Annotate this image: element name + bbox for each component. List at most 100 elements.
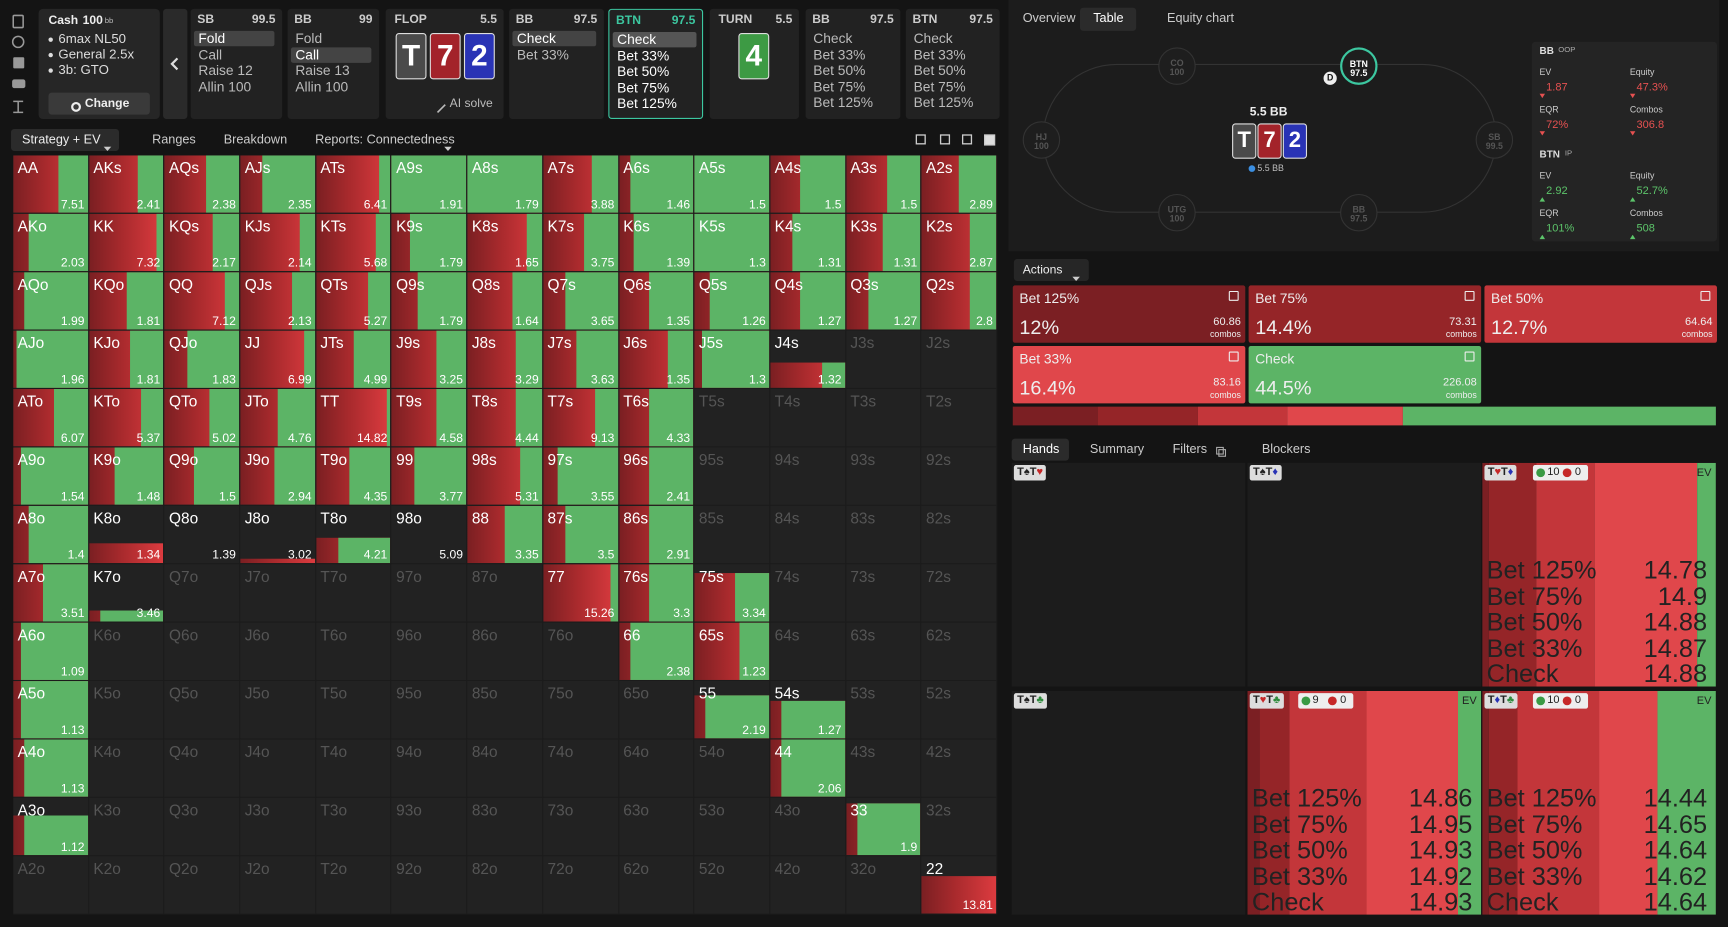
hand-cell[interactable]: 3.55 97s [543, 447, 618, 505]
action-option[interactable]: Raise 13 [291, 63, 371, 78]
hand-cell[interactable]: 2.13 QJs [240, 272, 315, 330]
ai-solve[interactable]: AI solve [449, 96, 493, 111]
hand-cell[interactable]: K6o [88, 622, 164, 680]
hand-cell[interactable]: 3.25 J9s [391, 330, 467, 388]
hand-cell[interactable]: 1.39 K6s [618, 213, 694, 272]
strategy-tab[interactable]: Ranges [141, 129, 196, 151]
action-option[interactable]: Bet 125% [909, 95, 992, 110]
hand-cell[interactable]: 13.81 22 [921, 856, 997, 914]
action-card[interactable]: Check 44.5% 226.08 combos [1248, 346, 1482, 404]
hand-cell[interactable]: 4.35 T9o [316, 447, 391, 505]
hand-cell[interactable]: 5.02 QTo [164, 389, 240, 447]
hand-cell[interactable]: 93s [845, 447, 921, 505]
street-column[interactable]: BTN 97.5 Check Bet 33% Bet 50% Bet 75% Bet 125… [905, 8, 1000, 120]
hand-cell[interactable]: 2.38 66 [618, 622, 694, 680]
hand-cell[interactable]: 52s [921, 681, 997, 739]
hand-cell[interactable]: 2.89 A2s [921, 155, 997, 213]
hand-cell[interactable]: 9.13 T7s [543, 389, 618, 447]
hand-cell[interactable]: 3.65 Q7s [543, 272, 618, 330]
hand-cell[interactable]: 1.39 Q8o [164, 505, 240, 564]
hand-cell[interactable]: 3.02 J8o [240, 505, 315, 564]
action-option[interactable]: Bet 75% [613, 80, 697, 95]
hand-cell[interactable]: 86o [467, 622, 543, 680]
hand-cell[interactable]: 64o [618, 739, 694, 797]
hand-cell[interactable]: 1.27 Q4s [770, 272, 845, 330]
hand-cell[interactable]: 95s [694, 447, 770, 505]
hand-cell[interactable]: T4o [316, 739, 391, 797]
action-card[interactable]: Bet 50% 12.7% 64.64 combos [1484, 285, 1717, 343]
sidebar-icons[interactable] [4, 9, 37, 136]
hand-detail[interactable]: T♠T♣ [1011, 690, 1246, 915]
hand-cell[interactable]: 32s [921, 797, 997, 856]
hand-cell[interactable]: 1.32 J4s [770, 330, 845, 388]
hand-cell[interactable]: 73o [543, 797, 618, 856]
hand-cell[interactable]: 53o [694, 797, 770, 856]
hand-cell[interactable]: 95o [391, 681, 467, 739]
hand-cell[interactable]: 84s [770, 505, 845, 564]
change-button[interactable]: Change [48, 92, 150, 115]
action-option[interactable]: Allin 100 [194, 79, 274, 94]
hand-cell[interactable]: 72o [543, 856, 618, 914]
hand-cell[interactable]: 82o [467, 856, 543, 914]
hand-cell[interactable]: 6.99 JJ [240, 330, 315, 388]
view-tab[interactable]: Table [1079, 7, 1137, 31]
hand-cell[interactable]: 3.29 J8s [467, 330, 543, 388]
hand-cell[interactable]: 1.9 33 [845, 797, 921, 856]
hand-cell[interactable]: 72s [921, 564, 997, 622]
hand-cell[interactable]: Q7o [164, 564, 240, 622]
hand-cell[interactable]: 1.91 A9s [391, 155, 467, 213]
hand-cell[interactable]: 3.77 99 [391, 447, 467, 505]
strategy-tab[interactable]: Strategy + EV [11, 128, 120, 151]
action-card[interactable]: Bet 75% 14.4% 73.31 combos [1248, 285, 1482, 343]
hand-cell[interactable]: 1.27 Q3s [845, 272, 921, 330]
action-option[interactable]: Bet 50% [613, 64, 697, 79]
hand-cell[interactable]: T3o [316, 797, 391, 856]
hand-detail[interactable]: T♦T♣ 10 0 EV Bet 125% 14.44 Bet 75% 14.65 Bet 50… [1482, 690, 1716, 915]
hand-cell[interactable]: 1.54 A9o [13, 447, 88, 505]
hand-cell[interactable]: 94s [770, 447, 845, 505]
street-column[interactable]: BB 97.5 Check Bet 33% Bet 50% Bet 75% Bet 125% [805, 8, 901, 120]
hand-cell[interactable]: 94o [391, 739, 467, 797]
actions-dropdown[interactable]: Actions [1013, 258, 1089, 282]
hand-cell[interactable]: K2o [88, 856, 164, 914]
hand-cell[interactable]: 3.88 A7s [543, 155, 618, 213]
hand-cell[interactable]: 1.79 Q9s [391, 272, 467, 330]
hand-cell[interactable]: J3o [240, 797, 315, 856]
hand-cell[interactable]: 1.13 A5o [13, 681, 88, 739]
hand-cell[interactable]: Q2o [164, 856, 240, 914]
hand-cell[interactable]: 84o [467, 739, 543, 797]
hand-cell[interactable]: 65o [618, 681, 694, 739]
strategy-tab[interactable]: Reports: Connectedness [304, 129, 454, 151]
hand-cell[interactable]: 2.35 AJs [240, 155, 315, 213]
hand-cell[interactable]: J6o [240, 622, 315, 680]
hand-cell[interactable]: 83s [845, 505, 921, 564]
hand-cell[interactable]: 87o [467, 564, 543, 622]
hand-cell[interactable]: 6.41 ATs [316, 155, 391, 213]
hand-cell[interactable]: 93o [391, 797, 467, 856]
hand-cell[interactable]: 64s [770, 622, 845, 680]
hand-cell[interactable]: 14.82 TT [316, 389, 391, 447]
hand-cell[interactable]: 4.99 JTs [316, 330, 391, 388]
hand-cell[interactable]: 43s [845, 739, 921, 797]
hand-cell[interactable]: 54o [694, 739, 770, 797]
hand-detail[interactable]: T♥T♣ 9 0 EV Bet 125% 14.86 Bet 75% 14.95 Bet 50%… [1247, 690, 1482, 915]
hand-detail[interactable]: T♠T♥ [1011, 462, 1246, 687]
hand-cell[interactable]: 1.3 J5s [694, 330, 770, 388]
hand-cell[interactable]: 6.07 ATo [13, 389, 88, 447]
hand-cell[interactable]: 2.14 KJs [240, 213, 315, 272]
hand-cell[interactable]: 5.37 KTo [88, 389, 164, 447]
hand-cell[interactable]: 1.35 Q6s [618, 272, 694, 330]
hand-cell[interactable]: 5.09 98o [391, 505, 467, 564]
hand-cell[interactable]: 5.27 QTs [316, 272, 391, 330]
hand-cell[interactable]: 1.23 65s [694, 622, 770, 680]
hand-cell[interactable]: 15.26 77 [543, 564, 618, 622]
hand-cell[interactable]: T2o [316, 856, 391, 914]
hand-cell[interactable]: 97o [391, 564, 467, 622]
hand-cell[interactable]: 1.4 A8o [13, 505, 88, 564]
hand-cell[interactable]: T2s [921, 389, 997, 447]
hand-cell[interactable]: 2.38 AQs [164, 155, 240, 213]
hand-cell[interactable]: 85o [467, 681, 543, 739]
hand-cell[interactable]: 2.19 55 [694, 681, 770, 739]
hand-cell[interactable]: 7.51 AA [13, 155, 88, 213]
action-option[interactable]: Fold [193, 30, 275, 47]
